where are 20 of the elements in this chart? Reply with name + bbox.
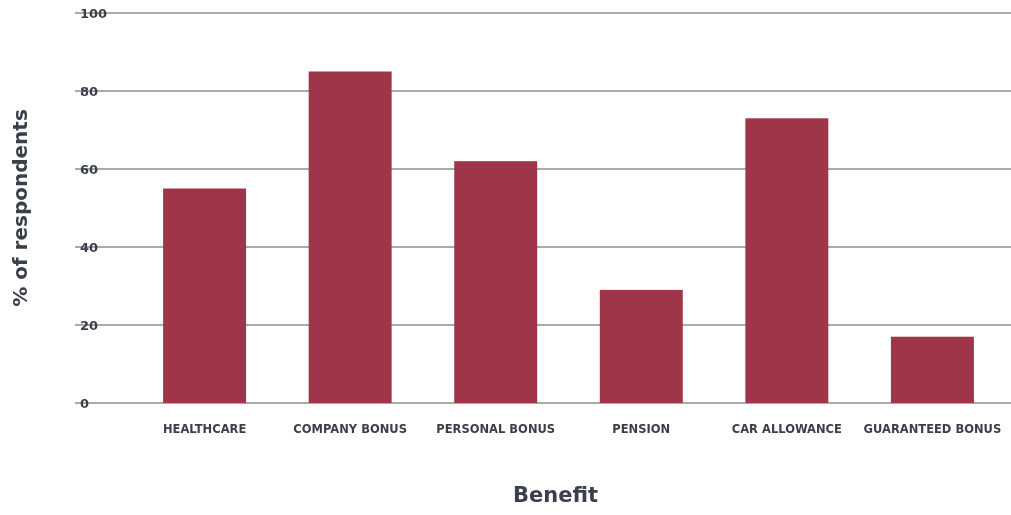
bar	[745, 118, 829, 403]
y-tick-label: 40	[80, 239, 99, 255]
x-tick-label: PERSONAL BONUS	[436, 422, 556, 436]
bar	[890, 336, 974, 403]
y-tick-label: 0	[80, 395, 90, 411]
x-tick-label: PENSION	[612, 422, 671, 436]
y-tick-label: 20	[80, 317, 99, 333]
x-axis-title: Benefit	[512, 483, 599, 507]
y-tick-label: 60	[80, 161, 99, 177]
x-tick-label: CAR ALLOWANCE	[731, 422, 843, 436]
x-tick-label: GUARANTEED BONUS	[863, 422, 1002, 436]
bar	[599, 289, 683, 403]
y-tick-label: 100	[80, 5, 108, 21]
x-tick-label: HEALTHCARE	[162, 422, 247, 436]
bar	[308, 71, 392, 403]
bar	[454, 161, 538, 403]
y-tick-label: 80	[80, 83, 99, 99]
x-tick-label: COMPANY BONUS	[293, 422, 407, 436]
y-axis-title: % of respondents	[8, 109, 32, 307]
bar	[163, 188, 247, 403]
